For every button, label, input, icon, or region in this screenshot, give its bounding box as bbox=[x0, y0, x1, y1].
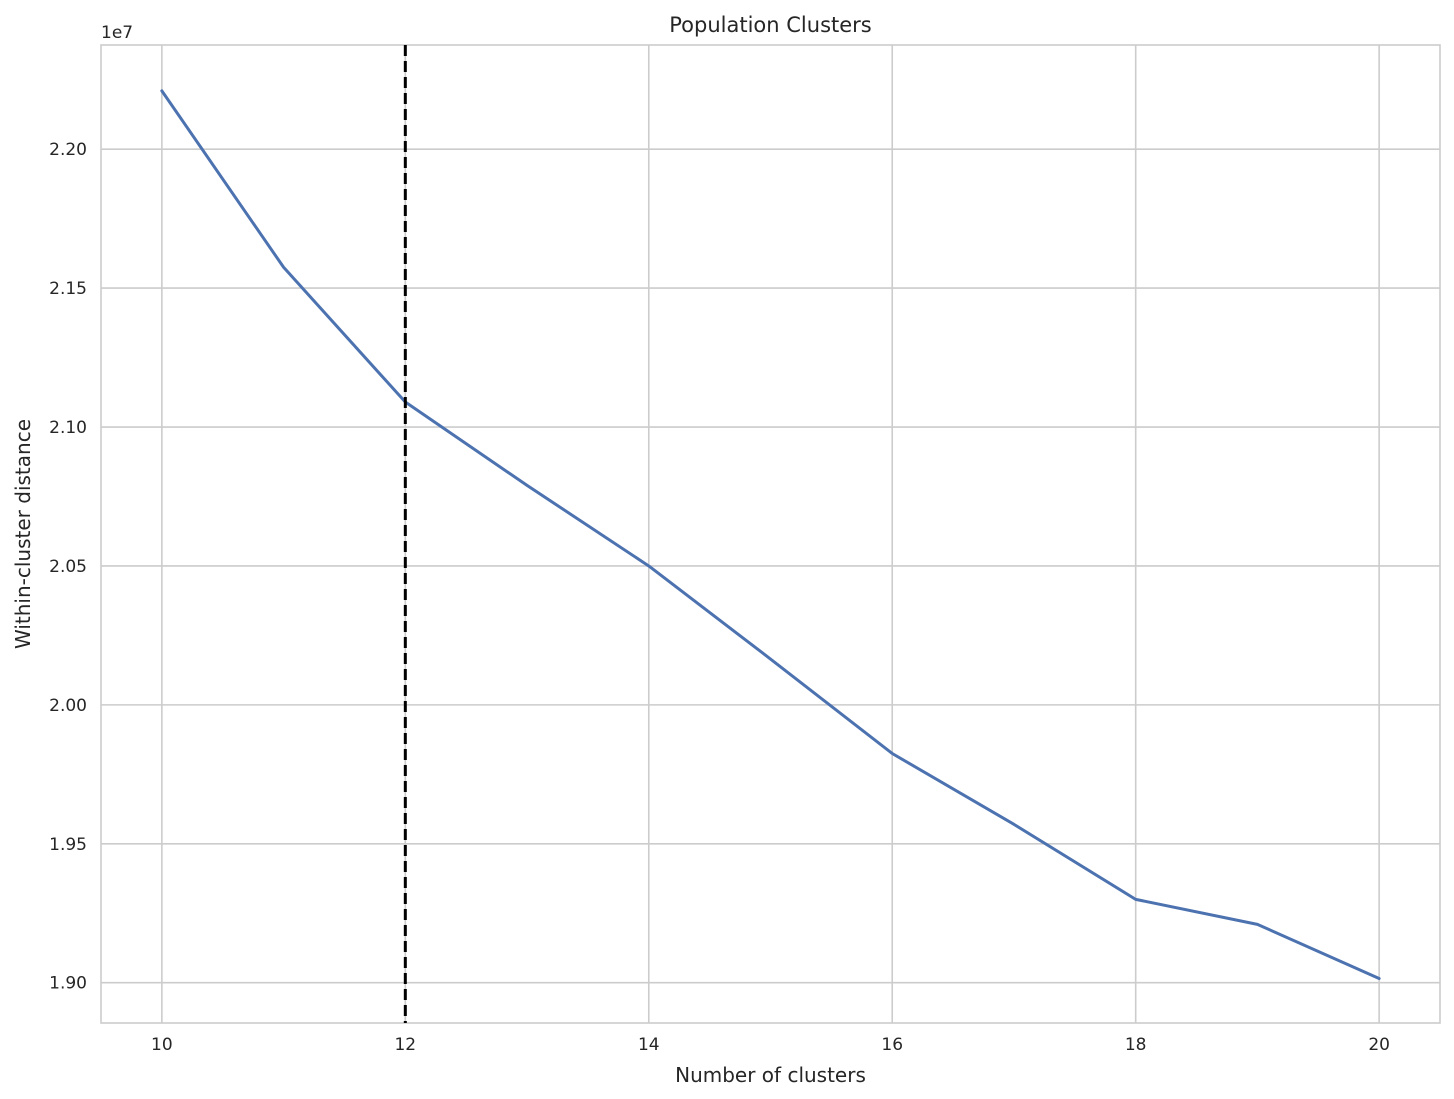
y-tick-label: 2.10 bbox=[49, 418, 87, 438]
axes-frame bbox=[100, 44, 1441, 1024]
grid bbox=[101, 45, 1440, 1023]
y-tick-label: 2.20 bbox=[49, 140, 87, 160]
x-tick-label: 12 bbox=[394, 1035, 416, 1055]
chart-title: Population Clusters bbox=[669, 13, 871, 37]
x-tick-label: 18 bbox=[1125, 1035, 1147, 1055]
x-tick-label: 14 bbox=[638, 1035, 660, 1055]
labels: Population Clusters Number of clusters W… bbox=[11, 13, 1390, 1087]
y-tick-label: 1.95 bbox=[49, 835, 87, 855]
axes-spine bbox=[100, 44, 1441, 1024]
y-tick-label: 2.05 bbox=[49, 557, 87, 577]
y-tick-label: 2.00 bbox=[49, 696, 87, 716]
plot-area bbox=[160, 45, 1381, 1023]
y-tick-label: 1.90 bbox=[49, 974, 87, 994]
x-tick-label: 20 bbox=[1368, 1035, 1390, 1055]
y-axis-label: Within-cluster distance bbox=[11, 419, 35, 649]
x-axis-label: Number of clusters bbox=[675, 1063, 866, 1087]
y-tick-label: 2.15 bbox=[49, 279, 87, 299]
series-line bbox=[160, 89, 1381, 981]
x-tick-label: 10 bbox=[151, 1035, 173, 1055]
x-tick-label: 16 bbox=[881, 1035, 903, 1055]
y-axis-offset-label: 1e7 bbox=[101, 23, 133, 43]
